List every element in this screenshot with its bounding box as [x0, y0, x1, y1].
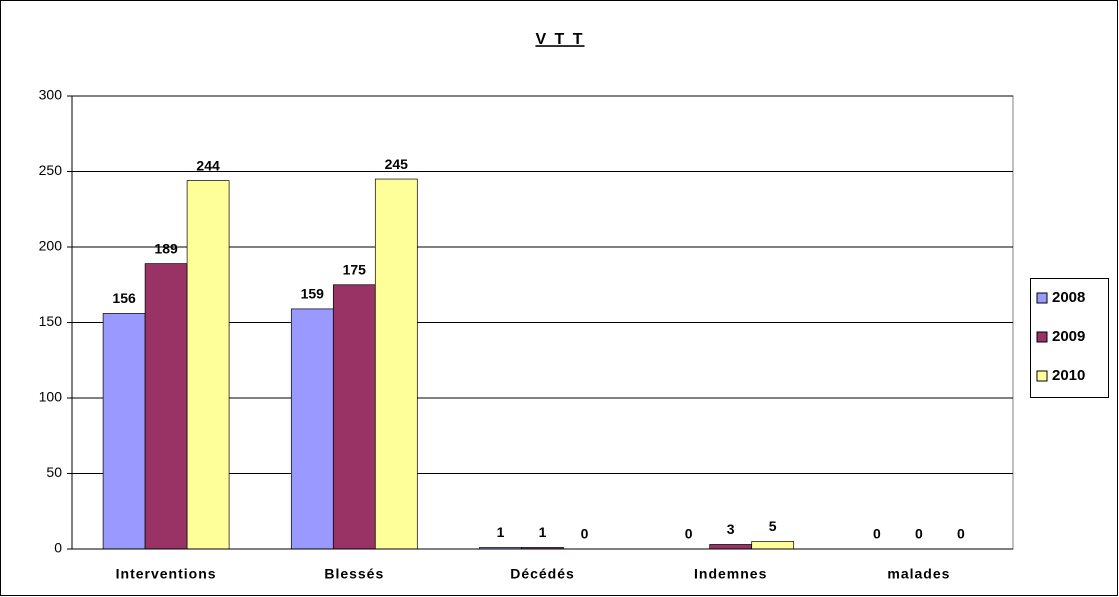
data-label: 1 — [539, 524, 547, 540]
x-tick-label: Blessés — [324, 566, 384, 582]
data-label: 245 — [385, 156, 409, 172]
data-label: 0 — [581, 526, 589, 542]
data-label: 159 — [301, 286, 325, 302]
data-label: 175 — [343, 261, 367, 277]
legend-swatch — [1036, 370, 1048, 382]
legend-label: 2008 — [1052, 289, 1085, 306]
x-tick-label: malades — [887, 566, 950, 582]
y-tick-label: 300 — [39, 87, 63, 103]
bar — [709, 544, 753, 550]
chart-title: V T T — [535, 31, 584, 48]
y-tick-label: 0 — [54, 540, 62, 556]
legend-label: 2010 — [1052, 367, 1085, 384]
legend-swatch — [1036, 292, 1048, 304]
y-tick-label: 250 — [39, 162, 63, 178]
y-tick-label: 50 — [46, 464, 62, 480]
bar — [186, 180, 230, 550]
bar — [332, 284, 376, 550]
data-label: 0 — [915, 526, 923, 542]
y-tick-label: 100 — [39, 389, 63, 405]
x-tick-label: Indemnes — [694, 566, 767, 582]
data-label: 3 — [727, 521, 735, 537]
data-label: 156 — [112, 290, 136, 306]
y-tick-label: 200 — [39, 238, 63, 254]
x-tick-label: Décédés — [510, 566, 575, 582]
data-label: 1 — [497, 524, 505, 540]
bar — [374, 178, 418, 550]
bar — [144, 263, 188, 550]
legend-label: 2009 — [1052, 328, 1085, 345]
data-label: 0 — [685, 526, 693, 542]
legend-swatch — [1036, 331, 1048, 343]
y-tick-label: 150 — [39, 313, 63, 329]
data-label: 244 — [196, 157, 220, 173]
data-label: 189 — [154, 240, 178, 256]
bar — [290, 308, 334, 550]
x-tick-label: Interventions — [116, 566, 217, 582]
bar — [751, 541, 795, 550]
data-label: 0 — [873, 526, 881, 542]
data-label: 5 — [769, 518, 777, 534]
bar — [102, 313, 146, 550]
data-label: 0 — [957, 526, 965, 542]
